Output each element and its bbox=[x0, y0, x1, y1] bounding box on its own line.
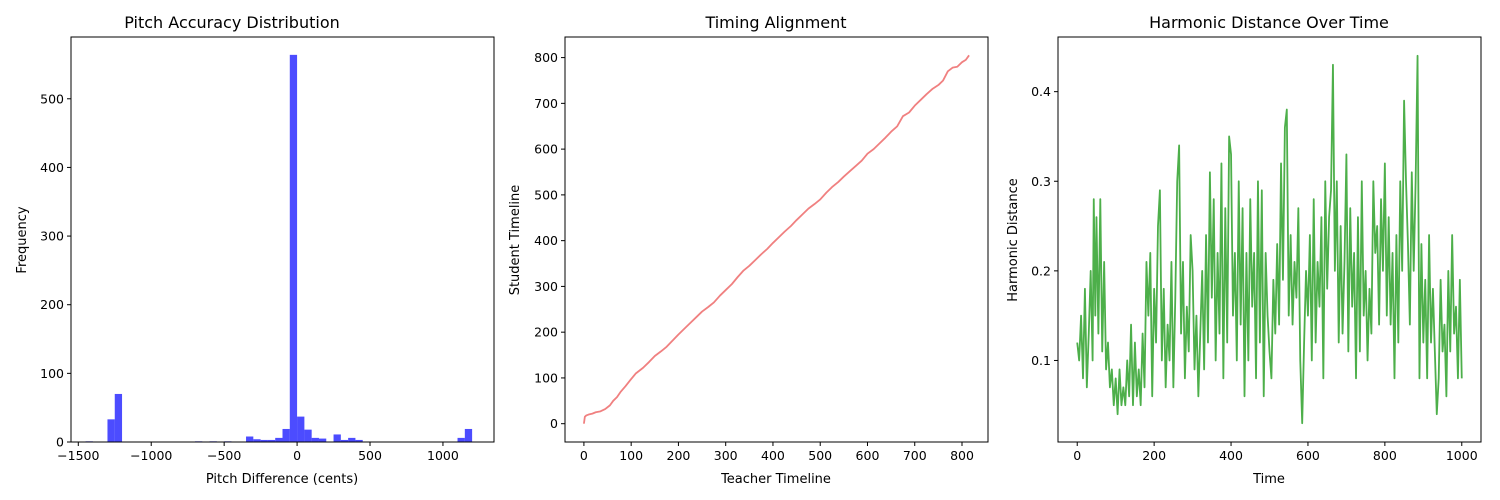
y-tick-label: 400 bbox=[534, 233, 558, 248]
timing-alignment-panel: Timing Alignment 0 100 200 300 400 500 600 700 8… bbox=[508, 13, 989, 487]
x-tick-label: 800 bbox=[1373, 448, 1397, 463]
x-tick-label: 700 bbox=[903, 448, 927, 463]
histogram-bar bbox=[260, 439, 268, 442]
axes-frame bbox=[1057, 36, 1482, 443]
y-tick-label: 500 bbox=[534, 187, 558, 202]
y-axis-label: Frequency bbox=[15, 206, 30, 273]
histogram-bar bbox=[464, 428, 473, 442]
histogram-bar bbox=[457, 437, 465, 442]
y-tick-label: 0 bbox=[56, 435, 64, 450]
histogram-bar bbox=[267, 439, 276, 442]
y-tick-label: 600 bbox=[534, 142, 558, 157]
y-tick-label: 400 bbox=[40, 160, 64, 175]
x-tick-label: 0 bbox=[293, 448, 301, 463]
x-tick-label: −500 bbox=[207, 448, 241, 463]
x-tick-label: 500 bbox=[358, 448, 382, 463]
histogram-bar bbox=[275, 437, 283, 442]
plot-area: 0 200 400 600 800 1000 0.1 0.2 0.3 0.4 bbox=[1031, 54, 1478, 463]
histogram-bar bbox=[355, 439, 363, 442]
series-line bbox=[1076, 54, 1463, 425]
y-tick-label: 300 bbox=[534, 279, 558, 294]
y-tick-label: 0.3 bbox=[1031, 174, 1051, 189]
y-tick-label: 200 bbox=[534, 325, 558, 340]
histogram-bar bbox=[289, 54, 298, 442]
x-tick-label: 400 bbox=[1219, 448, 1243, 463]
x-tick-label: −1000 bbox=[130, 448, 172, 463]
y-tick-label: 500 bbox=[40, 91, 64, 106]
y-axis-label: Student Timeline bbox=[508, 185, 523, 296]
x-axis-label: Teacher Timeline bbox=[720, 472, 831, 487]
histogram-bar bbox=[348, 437, 356, 442]
y-tick-label: 0.4 bbox=[1031, 84, 1051, 99]
series-line bbox=[583, 54, 970, 424]
axes-frame bbox=[70, 36, 495, 443]
histogram-bar bbox=[282, 428, 290, 442]
x-tick-label: 0 bbox=[1073, 448, 1081, 463]
histogram-bar bbox=[340, 439, 349, 442]
y-tick-label: 100 bbox=[40, 366, 64, 381]
x-tick-label: 800 bbox=[950, 448, 974, 463]
x-tick-label: 300 bbox=[714, 448, 738, 463]
x-tick-label: 0 bbox=[580, 448, 588, 463]
chart-title: Pitch Accuracy Distribution bbox=[124, 13, 340, 32]
y-tick-label: 0.2 bbox=[1031, 263, 1051, 278]
plot-area: −1500 −1000 −500 0 500 1000 0 100 200 300 400 500 bbox=[40, 54, 473, 463]
x-axis-label: Time bbox=[1252, 472, 1285, 487]
histogram-bar bbox=[304, 429, 312, 442]
y-tick-label: 700 bbox=[534, 96, 558, 111]
histogram-bar bbox=[318, 438, 327, 442]
plot-area: 0 100 200 300 400 500 600 700 800 0 100 200 300 400 50… bbox=[534, 50, 974, 463]
x-tick-label: 600 bbox=[1296, 448, 1320, 463]
y-tick-label: 0 bbox=[550, 416, 558, 431]
histogram-bar bbox=[311, 437, 319, 442]
axes-frame bbox=[564, 36, 989, 443]
harmonic-distance-panel: Harmonic Distance Over Time 0 200 400 600 80… bbox=[1006, 13, 1482, 487]
x-tick-label: 400 bbox=[761, 448, 785, 463]
y-tick-label: 200 bbox=[40, 297, 64, 312]
x-tick-label: 200 bbox=[1142, 448, 1166, 463]
histogram-bar bbox=[246, 436, 254, 442]
x-tick-label: 500 bbox=[808, 448, 832, 463]
x-tick-label: 200 bbox=[667, 448, 691, 463]
histogram-bar bbox=[253, 439, 261, 442]
x-axis-label: Pitch Difference (cents) bbox=[206, 472, 358, 487]
x-tick-label: −1500 bbox=[57, 448, 99, 463]
y-tick-label: 0.1 bbox=[1031, 353, 1051, 368]
chart-title: Timing Alignment bbox=[704, 13, 846, 32]
histogram-bar bbox=[297, 416, 305, 442]
x-tick-label: 600 bbox=[856, 448, 880, 463]
y-tick-label: 800 bbox=[534, 50, 558, 65]
y-axis-label: Harmonic Distance bbox=[1006, 178, 1021, 301]
pitch-accuracy-panel: Pitch Accuracy Distribution −1500 −1000 −5… bbox=[15, 13, 495, 487]
histogram-bar bbox=[114, 393, 123, 442]
histogram-bar bbox=[333, 434, 341, 442]
x-tick-label: 1000 bbox=[427, 448, 459, 463]
x-tick-label: 1000 bbox=[1446, 448, 1478, 463]
x-tick-label: 100 bbox=[619, 448, 643, 463]
y-tick-label: 100 bbox=[534, 370, 558, 385]
histogram-bar bbox=[107, 419, 115, 442]
chart-title: Harmonic Distance Over Time bbox=[1149, 13, 1389, 32]
y-tick-label: 300 bbox=[40, 229, 64, 244]
